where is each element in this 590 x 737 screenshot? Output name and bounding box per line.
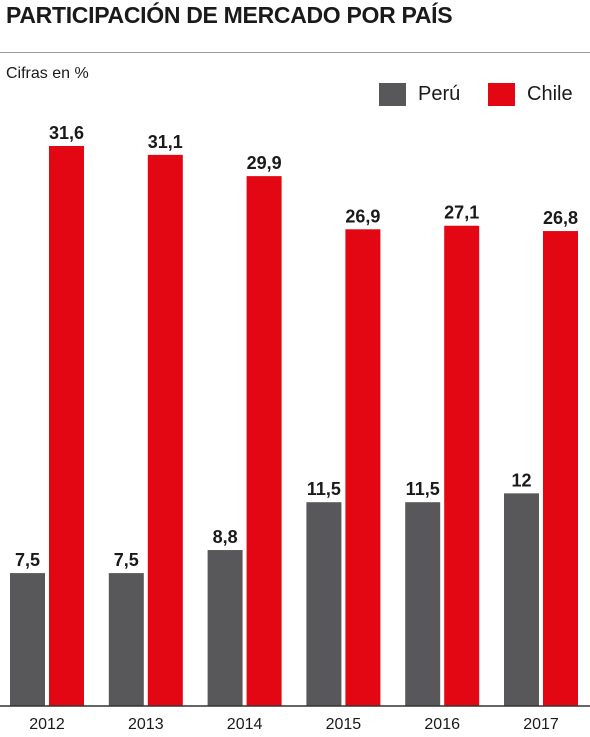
bar-peru-2017 [504,493,539,706]
x-tick-label-2014: 2014 [227,716,263,733]
legend-label-chile: Chile [527,83,573,105]
bar-chile-2013 [147,154,183,706]
data-label-peru-2015: 11,5 [307,479,341,499]
legend-label-peru: Perú [418,83,461,105]
data-label-chile-2012: 31,6 [49,123,84,143]
x-tick-label-2016: 2016 [424,716,460,733]
x-tick-label-2012: 2012 [29,716,65,733]
data-label-peru-2016: 11,5 [406,479,440,499]
bar-chile-2017 [543,231,578,706]
legend-item-chile: Chile [488,83,573,106]
data-label-peru-2012: 7,5 [15,550,40,570]
data-label-chile-2013: 31,1 [148,132,183,152]
data-label-chile-2016: 27,1 [444,203,479,223]
data-label-chile-2014: 29,9 [247,153,282,173]
bar-peru-2013 [108,573,144,706]
legend-item-peru: Perú [379,83,460,106]
x-tick-label-2017: 2017 [523,716,559,733]
bar-peru-2014 [207,550,243,706]
bar-chile-2014 [246,176,282,706]
chart-title: PARTICIPACIÓN DE MERCADO POR PAÍS [6,2,453,28]
bar-peru-2016 [405,502,441,706]
data-label-peru-2014: 8,8 [213,527,238,547]
bar-chile-2015 [345,229,381,706]
data-label-chile-2015: 26,9 [345,206,380,226]
bar-peru-2015 [306,502,342,706]
legend-swatch-chile [488,83,515,106]
x-tick-label-2015: 2015 [326,716,362,733]
title-divider [0,52,590,53]
bar-chile-2012 [49,146,84,706]
legend-swatch-peru [379,83,406,106]
x-tick-label-2013: 2013 [128,716,164,733]
chart-subtitle: Cifras en % [6,65,89,82]
data-label-chile-2017: 26,8 [543,208,578,228]
data-label-peru-2013: 7,5 [114,550,139,570]
bar-chile-2016 [444,225,480,707]
bar-peru-2012 [10,573,45,706]
data-label-peru-2017: 12 [511,470,531,490]
